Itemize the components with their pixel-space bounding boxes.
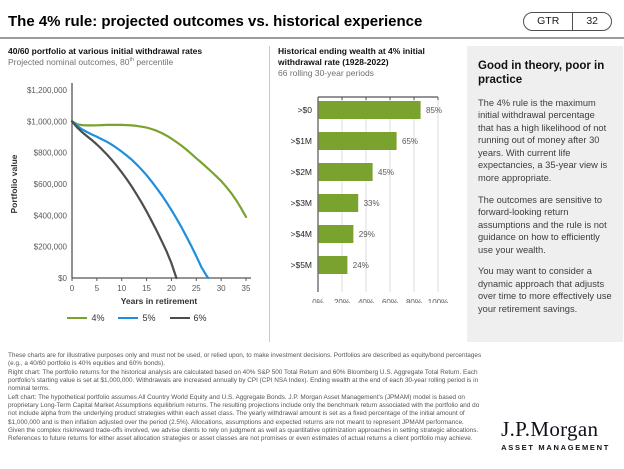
svg-text:>$3M: >$3M (291, 198, 313, 208)
legend-line-6pct-icon (169, 316, 190, 320)
line-chart-subtitle: Projected nominal outcomes, 80th percent… (8, 57, 266, 68)
svg-text:>$4M: >$4M (291, 229, 313, 239)
content-row: 40/60 portfolio at various initial withd… (8, 40, 623, 342)
svg-text:80%: 80% (406, 298, 422, 303)
svg-text:$1,000,000: $1,000,000 (27, 117, 68, 126)
bar-chart-subtitle: 66 rolling 30-year periods (278, 68, 374, 79)
callout-box: Good in theory, poor in practice The 4% … (467, 46, 623, 342)
svg-text:45%: 45% (378, 168, 394, 177)
badge-page-number: 32 (572, 13, 611, 30)
page-number-badge: GTR 32 (523, 12, 612, 31)
legend-label-5pct: 5% (142, 313, 156, 324)
callout-heading: Good in theory, poor in practice (478, 60, 605, 87)
callout-paragraph-1: The 4% rule is the maximum initial withd… (478, 97, 608, 184)
page-title: The 4% rule: projected outcomes vs. hist… (8, 13, 423, 30)
header-divider (0, 37, 624, 39)
svg-text:Portfolio value: Portfolio value (9, 154, 19, 213)
svg-text:85%: 85% (426, 106, 442, 115)
svg-text:0%: 0% (312, 298, 324, 303)
slide-header: The 4% rule: projected outcomes vs. hist… (0, 0, 624, 37)
svg-text:0: 0 (70, 284, 75, 293)
svg-text:$0: $0 (58, 274, 67, 283)
bar-chart: >$0 85% >$1M 65% >$2M 45% >$3M 33% >$4M 29% >$5M 24… (291, 96, 448, 303)
svg-text:24%: 24% (353, 261, 369, 270)
logo-brand-text: J.P.Morgan (501, 417, 599, 441)
svg-text:$800,000: $800,000 (34, 149, 68, 158)
svg-text:29%: 29% (359, 230, 375, 239)
footnote-general: These charts are for illustrative purpos… (8, 352, 482, 368)
legend-line-5pct-icon (118, 316, 139, 320)
svg-text:60%: 60% (382, 298, 398, 303)
svg-text:Years in retirement: Years in retirement (121, 296, 198, 306)
logo-division-text: ASSET MANAGEMENT (501, 443, 610, 452)
svg-text:35: 35 (242, 284, 251, 293)
svg-text:>$2M: >$2M (291, 167, 313, 177)
jpmorgan-logo: J.P.Morgan ASSET MANAGEMENT (501, 417, 610, 452)
panel-divider (269, 46, 270, 342)
footnote-left-chart: Left chart: The hypothetical portfolio a… (8, 393, 480, 443)
svg-text:>$5M: >$5M (291, 260, 313, 270)
svg-text:$200,000: $200,000 (34, 243, 68, 252)
svg-text:10: 10 (117, 284, 126, 293)
svg-text:65%: 65% (402, 137, 418, 146)
bar-chart-title: Historical ending wealth at 4% initial w… (278, 46, 425, 68)
line-chart: $0 $200,000 $400,000 $600,000 $800,000 $1,000… (9, 83, 251, 306)
footnote-right-chart: Right chart: The portfolio returns for t… (8, 368, 479, 393)
svg-text:20: 20 (167, 284, 176, 293)
legend-item-4pct: 4% (67, 313, 104, 323)
badge-program: GTR (537, 15, 560, 27)
footnotes: These charts are for illustrative purpos… (8, 352, 482, 444)
svg-text:25: 25 (192, 284, 201, 293)
callout-paragraph-3: You may want to consider a dynamic appro… (478, 266, 612, 314)
svg-text:20%: 20% (334, 298, 350, 303)
svg-text:$600,000: $600,000 (34, 180, 68, 189)
svg-text:>$1M: >$1M (291, 136, 313, 146)
line-chart-subtitle-sup: th (129, 57, 135, 64)
line-chart-subtitle-text: Projected nominal outcomes, 80 (8, 57, 130, 68)
legend-item-5pct: 5% (118, 313, 156, 324)
svg-text:$400,000: $400,000 (34, 211, 68, 220)
svg-text:33%: 33% (364, 199, 380, 208)
svg-text:>$0: >$0 (298, 105, 313, 115)
svg-text:100%: 100% (428, 298, 448, 303)
legend-item-6pct: 6% (169, 313, 207, 324)
line-chart-title: 40/60 portfolio at various initial withd… (8, 46, 203, 56)
line-chart-legend: 4% 5% 6% (8, 313, 266, 323)
svg-text:40%: 40% (358, 298, 374, 303)
svg-text:30: 30 (217, 284, 226, 293)
line-chart-panel: 40/60 portfolio at various initial withd… (8, 40, 266, 342)
svg-text:5: 5 (95, 284, 100, 293)
legend-label-4pct: 4% (91, 313, 105, 324)
svg-text:15: 15 (142, 284, 151, 293)
legend-line-4pct-icon (67, 316, 88, 320)
legend-label-6pct: 6% (193, 313, 207, 324)
line-chart-subtitle-suffix: percentile (134, 57, 174, 68)
svg-text:$1,200,000: $1,200,000 (27, 86, 68, 95)
bar-chart-panel: Historical ending wealth at 4% initial w… (278, 40, 460, 342)
callout-paragraph-2: The outcomes are sensitive to forward-lo… (478, 194, 607, 255)
